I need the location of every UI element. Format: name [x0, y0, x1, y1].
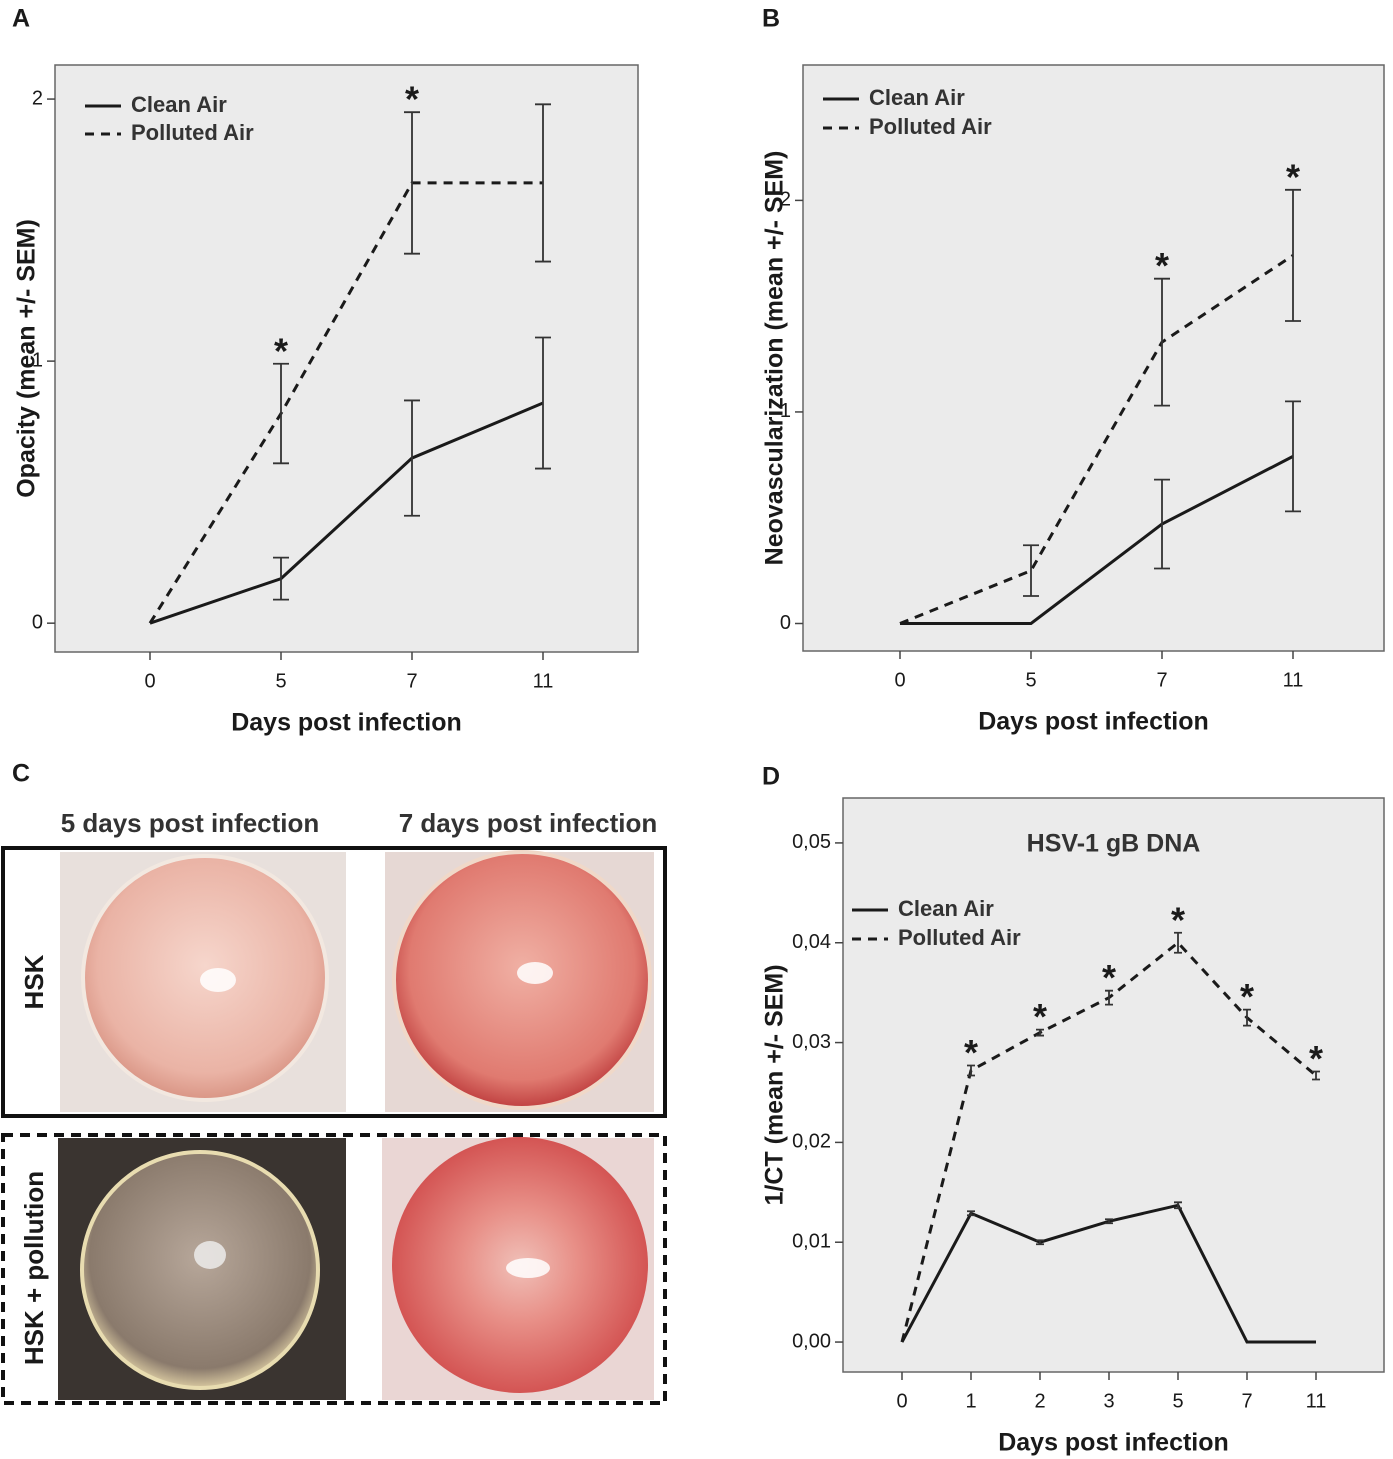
error-bar — [535, 336, 551, 470]
panel-label: A — [12, 5, 30, 33]
significance-marker: * — [964, 1032, 978, 1073]
significance-marker: * — [1155, 245, 1169, 286]
column-label: 7 days post infection — [399, 808, 658, 838]
series-line — [149, 401, 544, 625]
y-tick-label: 0 — [780, 612, 791, 634]
significance-marker: * — [1286, 156, 1300, 197]
x-tick-label: 7 — [1241, 1390, 1252, 1412]
y-tick-label: 2 — [32, 87, 43, 109]
plot-area — [802, 64, 1385, 652]
x-axis-label: Days post infection — [231, 709, 462, 737]
y-tick-label: 0,02 — [792, 1131, 831, 1153]
error-bar — [273, 556, 289, 601]
chart-title: HSV-1 gB DNA — [1027, 830, 1201, 858]
significance-marker: * — [274, 330, 288, 371]
error-bar — [1105, 1218, 1113, 1225]
error-bar — [1243, 1008, 1251, 1027]
legend-label: Clean Air — [869, 85, 965, 110]
significance-marker: * — [1102, 957, 1116, 998]
error-bar — [1154, 277, 1170, 407]
error-bar — [404, 111, 420, 255]
error-bar — [535, 103, 551, 263]
eye — [80, 1150, 320, 1390]
row-label: HSK + pollution — [19, 1171, 49, 1365]
legend-label: Polluted Air — [131, 120, 254, 145]
series-line — [148, 181, 543, 624]
error-bar — [1285, 188, 1301, 322]
x-tick-label: 0 — [896, 1390, 907, 1412]
series-line — [900, 455, 1294, 625]
x-tick-label: 1 — [965, 1390, 976, 1412]
plot-area — [54, 64, 639, 653]
series-line — [899, 254, 1294, 625]
x-axis-label: Days post infection — [978, 708, 1209, 736]
x-tick-label: 7 — [406, 670, 417, 692]
x-tick-label: 0 — [894, 669, 905, 691]
eye-glare — [194, 1241, 226, 1269]
error-bar — [1174, 1201, 1182, 1210]
y-tick-label: 2 — [780, 189, 791, 211]
error-bar — [967, 1210, 975, 1217]
error-bar — [1036, 1239, 1044, 1246]
legend-label: Clean Air — [898, 896, 994, 921]
error-bar — [1154, 478, 1170, 570]
panel-label: C — [12, 760, 30, 788]
row-label: HSK — [19, 954, 49, 1009]
error-bar — [404, 399, 420, 517]
x-tick-label: 11 — [1306, 1390, 1327, 1412]
significance-marker: * — [1033, 996, 1047, 1037]
panel-label: D — [762, 763, 780, 791]
legend-label: Clean Air — [131, 92, 227, 117]
row-frame — [1, 1133, 667, 1405]
error-bar — [273, 362, 289, 465]
panel-label: B — [762, 5, 780, 33]
legend-label: Polluted Air — [869, 114, 992, 139]
y-axis-label: Opacity (mean +/- SEM) — [13, 219, 41, 498]
x-tick-label: 5 — [1025, 669, 1036, 691]
error-bar — [1174, 931, 1182, 954]
x-tick-label: 11 — [1283, 669, 1304, 691]
x-tick-label: 2 — [1034, 1390, 1045, 1412]
x-tick-label: 7 — [1156, 669, 1167, 691]
legend-label: Polluted Air — [898, 925, 1021, 950]
error-bar — [1285, 400, 1301, 513]
error-bar — [967, 1064, 975, 1077]
x-tick-label: 5 — [275, 670, 286, 692]
y-tick-label: 1 — [780, 400, 791, 422]
y-tick-label: 0,04 — [792, 931, 831, 953]
y-axis-label: 1/CT (mean +/- SEM) — [761, 964, 789, 1205]
eye-glare — [517, 962, 553, 984]
error-bar — [1036, 1028, 1044, 1037]
plot-area — [842, 797, 1385, 1373]
significance-marker: * — [1240, 976, 1254, 1017]
column-label: 5 days post infection — [61, 808, 320, 838]
error-bar — [1023, 544, 1039, 597]
y-tick-label: 0,05 — [792, 831, 831, 853]
x-tick-label: 5 — [1172, 1390, 1183, 1412]
y-tick-label: 1 — [32, 349, 43, 371]
y-tick-label: 0,03 — [792, 1031, 831, 1053]
x-tick-label: 3 — [1103, 1390, 1114, 1412]
y-tick-label: 0,01 — [792, 1231, 831, 1253]
y-axis-label: Neovascularization (mean +/- SEM) — [761, 151, 789, 566]
x-axis-label: Days post infection — [998, 1429, 1229, 1457]
x-tick-label: 11 — [533, 670, 554, 692]
y-tick-label: 0 — [32, 611, 43, 633]
eye-glare — [200, 968, 236, 992]
x-tick-label: 0 — [144, 670, 155, 692]
significance-marker: * — [405, 79, 419, 120]
error-bar — [1312, 1070, 1320, 1081]
significance-marker: * — [1309, 1038, 1323, 1079]
eye-glare — [506, 1258, 550, 1278]
row-frame — [1, 846, 667, 1118]
photo-panel: C 5 days post infection 7 days post infe… — [1, 760, 667, 1405]
error-bar — [1105, 989, 1113, 1006]
significance-marker: * — [1171, 899, 1185, 940]
y-tick-label: 0,00 — [792, 1330, 831, 1352]
